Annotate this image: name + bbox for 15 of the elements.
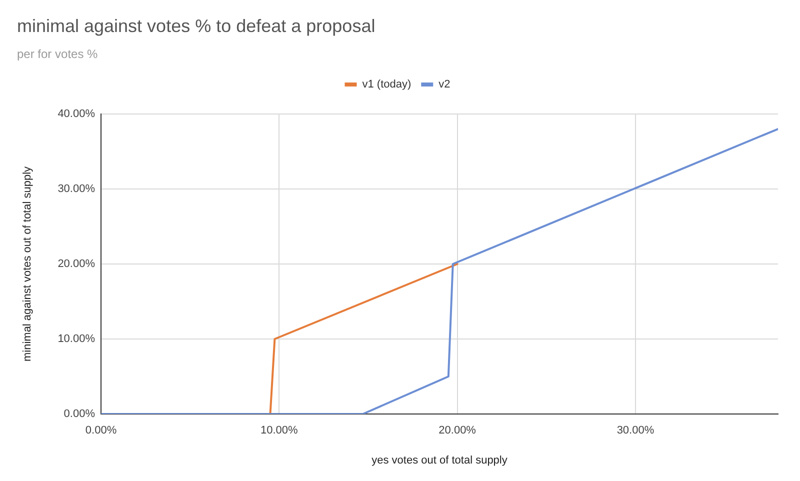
chart-title: minimal against votes % to defeat a proposal — [17, 16, 376, 36]
x-axis-title: yes votes out of total supply — [372, 454, 508, 466]
y-tick-label: 40.00% — [58, 108, 96, 120]
x-tick-label: 0.00% — [85, 424, 117, 437]
legend-label: v1 (today) — [362, 78, 412, 91]
x-tick-label: 30.00% — [616, 424, 654, 437]
y-tick-label: 10.00% — [58, 333, 96, 346]
y-tick-label: 20.00% — [58, 258, 96, 270]
y-tick-label: 0.00% — [64, 408, 96, 420]
legend-label: v2 — [438, 78, 450, 91]
y-axis-title: minimal against votes out of total supply — [22, 166, 34, 362]
y-tick-label: 30.00% — [58, 183, 96, 196]
chart-subtitle: per for votes % — [17, 47, 98, 62]
x-tick-label: 20.00% — [438, 424, 476, 437]
x-tick-label: 10.00% — [260, 424, 298, 437]
